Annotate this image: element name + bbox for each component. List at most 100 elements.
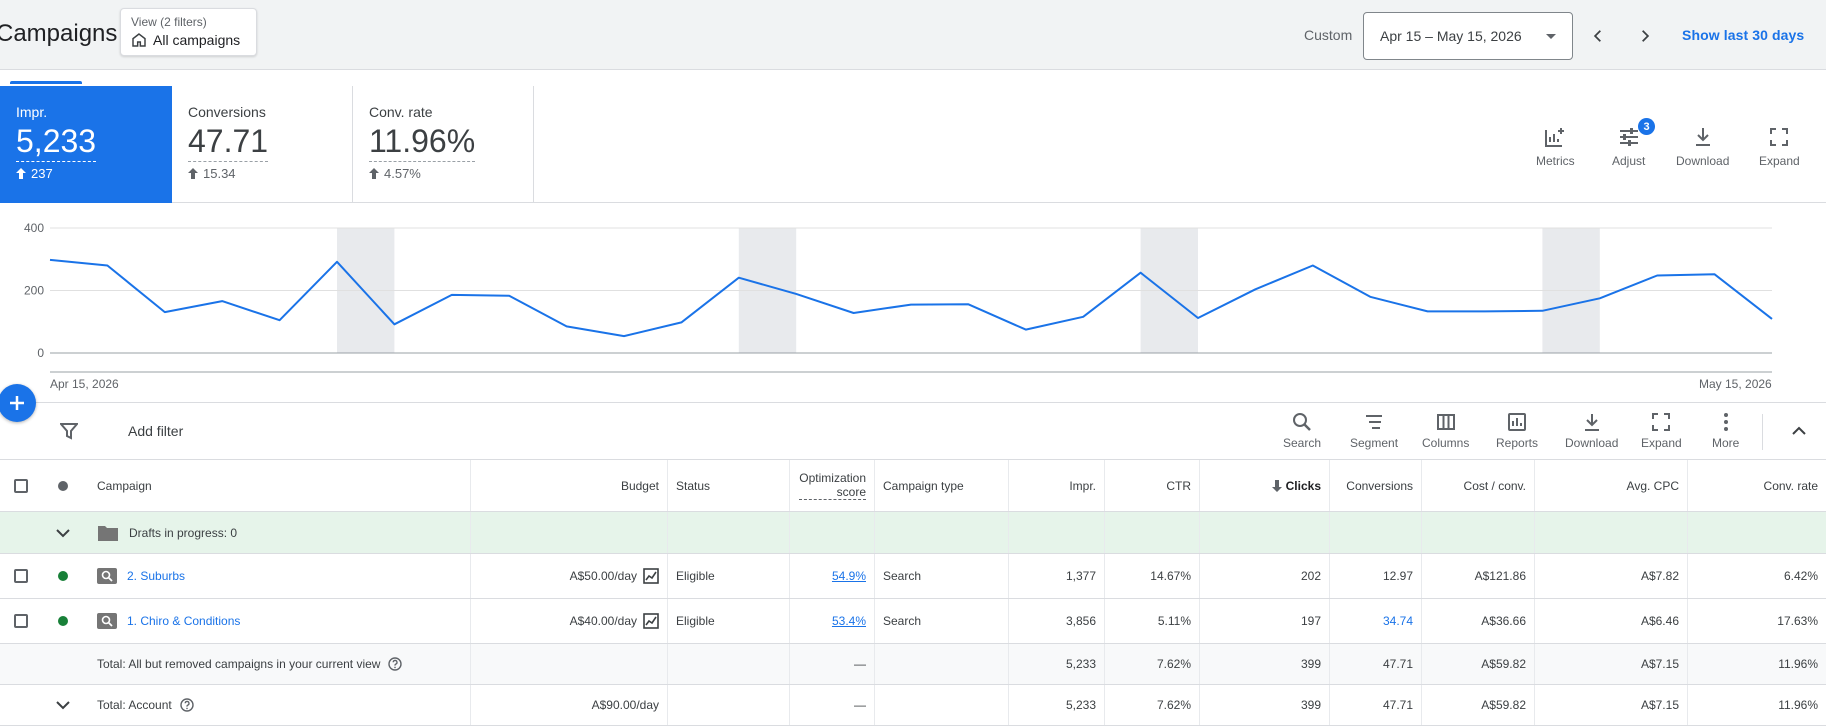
help-icon[interactable]: [388, 657, 403, 671]
scorecards: Impr. 5,233 237 Conversions 47.71 15.34 …: [0, 86, 1826, 203]
row-checkbox[interactable]: [14, 569, 28, 583]
scorecard-label: Impr.: [16, 104, 48, 120]
header-cost-conv[interactable]: Cost / conv.: [1422, 460, 1535, 511]
next-period-button[interactable]: [1633, 24, 1657, 48]
total-account-conv-rate: 11.96%: [1778, 698, 1818, 712]
header-campaign-type[interactable]: Campaign type: [875, 460, 1009, 511]
chart-download-button[interactable]: Download: [1676, 126, 1729, 168]
header-avg-cpc[interactable]: Avg. CPC: [1535, 460, 1688, 511]
status-header-icon[interactable]: [58, 480, 68, 491]
filter-icon[interactable]: [60, 422, 78, 440]
custom-label: Custom: [1304, 27, 1353, 43]
budget-chart-icon[interactable]: [643, 613, 659, 629]
chevron-down-icon[interactable]: [55, 697, 71, 713]
scorecard-delta: 15.34: [203, 166, 236, 181]
chevron-up-icon[interactable]: [1790, 422, 1808, 440]
table-row[interactable]: 2. Suburbs A$50.00/day Eligible 54.9% Se…: [0, 554, 1826, 599]
drafts-cell: Drafts in progress: 0: [89, 512, 471, 553]
select-all-checkbox[interactable]: [14, 478, 28, 493]
total-view-opt: —: [790, 644, 875, 684]
enabled-status-dot[interactable]: [58, 616, 68, 626]
segment-button[interactable]: Segment: [1350, 412, 1398, 450]
show-last-30-days-link[interactable]: Show last 30 days: [1682, 27, 1805, 43]
empty-cell: [790, 512, 875, 553]
total-view-budget: [471, 644, 668, 684]
scorecard-conv-rate[interactable]: Conv. rate 11.96% 4.57%: [353, 86, 534, 203]
header-budget[interactable]: Budget: [471, 460, 668, 511]
header-conversions[interactable]: Conversions: [1330, 460, 1422, 511]
arrow-up-icon: [369, 168, 379, 179]
avg-cpc-cell: A$6.46: [1535, 599, 1688, 643]
columns-label: Columns: [1422, 436, 1470, 450]
scorecard-impressions[interactable]: Impr. 5,233 237: [0, 86, 172, 203]
metrics-button[interactable]: Metrics: [1536, 126, 1575, 168]
conversions-cell: 12.97: [1330, 554, 1422, 598]
search-icon: [1293, 413, 1311, 431]
total-view-label-cell: Total: All but removed campaigns in your…: [89, 644, 471, 684]
opt-score-link[interactable]: 54.9%: [831, 569, 866, 583]
header-campaign[interactable]: Campaign: [89, 460, 471, 511]
header-clicks[interactable]: Clicks: [1200, 460, 1330, 511]
line-chart: 400 200 0: [24, 221, 1773, 373]
scorecard-label: Conversions: [188, 104, 266, 120]
table-row[interactable]: 1. Chiro & Conditions A$40.00/day Eligib…: [0, 599, 1826, 644]
campaign-name-cell: 1. Chiro & Conditions: [89, 599, 471, 643]
active-tab-indicator: [10, 81, 82, 84]
budget-chart-icon[interactable]: [643, 568, 659, 584]
help-icon[interactable]: [180, 698, 194, 712]
date-range-picker[interactable]: Apr 15 – May 15, 2026: [1363, 12, 1573, 60]
table-search-button[interactable]: Search: [1283, 412, 1321, 450]
arrow-up-icon: [16, 168, 26, 179]
header-ctr[interactable]: CTR: [1105, 460, 1200, 511]
create-button[interactable]: [0, 384, 36, 422]
header-optimization-score[interactable]: Optimization score: [790, 460, 875, 511]
adjust-label: Adjust: [1612, 154, 1646, 168]
enabled-status-dot[interactable]: [58, 571, 68, 581]
scorecard-delta: 4.57%: [384, 166, 421, 181]
empty-cell: [668, 685, 790, 725]
campaign-name-link[interactable]: 2. Suburbs: [127, 569, 186, 583]
previous-period-button[interactable]: [1586, 24, 1610, 48]
opt-score-link[interactable]: 53.4%: [831, 614, 866, 628]
drafts-label: Drafts in progress: 0: [129, 525, 238, 540]
x-axis-end-label: May 15, 2026: [1699, 377, 1772, 391]
opt-score-cell: 53.4%: [790, 599, 875, 643]
row-checkbox[interactable]: [14, 614, 28, 628]
more-button[interactable]: More: [1712, 412, 1739, 450]
segment-icon: [1366, 415, 1383, 429]
reports-label: Reports: [1496, 436, 1539, 450]
select-all-cell: [0, 460, 42, 511]
page-title: Campaigns: [0, 20, 118, 47]
reports-button[interactable]: Reports: [1496, 412, 1538, 450]
header-clicks-label: Clicks: [1285, 478, 1321, 493]
header-status[interactable]: Status: [668, 460, 790, 511]
scorecard-conversions[interactable]: Conversions 47.71 15.34: [172, 86, 353, 203]
account-expand-cell: [42, 685, 84, 725]
adjust-button[interactable]: Adjust 3: [1612, 118, 1655, 168]
view-selector[interactable]: View (2 filters) All campaigns: [120, 8, 257, 56]
columns-button[interactable]: Columns: [1422, 412, 1469, 450]
row-select-cell: [0, 554, 42, 598]
ctr-cell: 14.67%: [1105, 554, 1200, 598]
search-label: Search: [1283, 436, 1322, 450]
scorecard-value: 11.96%: [369, 122, 476, 162]
campaign-name-link[interactable]: 1. Chiro & Conditions: [127, 614, 241, 628]
avg-cpc-cell: A$7.82: [1535, 554, 1688, 598]
table-expand-button[interactable]: Expand: [1641, 412, 1682, 450]
empty-cell: [668, 644, 790, 684]
clicks-cell: 202: [1200, 554, 1330, 598]
plus-icon: [10, 396, 24, 410]
cost-conv-cell: A$121.86: [1422, 554, 1535, 598]
search-campaign-icon: [97, 613, 117, 629]
chevron-right-icon: [1642, 30, 1650, 42]
table-download-button[interactable]: Download: [1565, 412, 1618, 450]
header-conv-rate[interactable]: Conv. rate: [1763, 478, 1818, 493]
conversions-link[interactable]: 34.74: [1382, 614, 1413, 628]
add-filter-button[interactable]: Add filter: [128, 423, 184, 439]
header-impr[interactable]: Impr.: [1009, 460, 1105, 511]
drafts-row[interactable]: Drafts in progress: 0: [0, 512, 1826, 554]
folder-icon: [98, 525, 118, 541]
chevron-down-icon[interactable]: [55, 525, 71, 541]
home-icon: [132, 33, 146, 47]
chart-expand-button[interactable]: Expand: [1759, 126, 1800, 168]
